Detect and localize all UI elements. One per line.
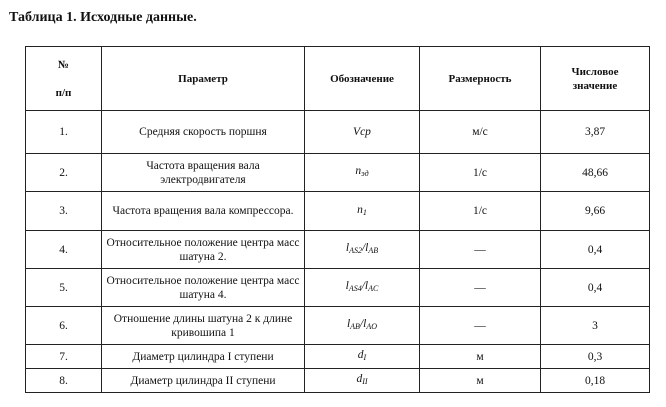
row-value: 0,3 [540,344,650,369]
row-value: 3 [540,306,650,345]
header-row: № п/п Параметр Обозначение Размерность Чи… [25,46,650,111]
table-row: 5. Относительное положение центра масс ша… [25,268,650,307]
header-unit: Размерность [419,46,541,111]
row-param: Диаметр цилиндра II ступени [101,368,305,393]
table-row: 1. Средняя скорость поршня Vcp м/с 3,87 [25,110,650,154]
header-value-line2: значение [572,79,618,92]
row-num: 3. [25,191,102,231]
symbol-main-2: /l [361,280,369,292]
symbol-main: l [346,318,351,330]
row-unit: м/с [419,110,541,154]
row-unit: — [419,268,541,307]
row-param: Частота вращения вала электродвигателя [101,153,305,192]
row-unit: м [419,368,541,393]
symbol-main: l [345,280,349,292]
row-unit: — [419,230,541,269]
row-value: 3,87 [540,110,650,154]
table-row: 8. Диаметр цилиндра II ступени dII м 0,18 [25,368,650,393]
row-num: 6. [25,306,102,345]
row-param: Отношение длины шатуна 2 к длине кривоши… [101,306,305,345]
row-symbol: dII [304,368,420,393]
row-num: 8. [25,368,102,393]
header-symbol: Обозначение [304,46,420,111]
row-value: 0,18 [540,368,650,393]
row-symbol: Vcp [304,110,420,154]
header-param: Параметр [101,46,305,111]
symbol-subscript-2: AB [368,246,379,255]
symbol-subscript-2: AC [368,284,379,293]
symbol-subscript: эд [361,169,369,178]
row-symbol: lAS2/lAB [304,230,420,269]
source-data-table: № п/п Параметр Обозначение Размерность Чи… [25,46,650,393]
row-num: 7. [25,344,102,369]
row-num: 1. [25,110,102,154]
table-caption: Таблица 1. Исходные данные. [9,10,197,25]
header-value-line1: Числовое [571,65,619,78]
symbol-subscript: AS4 [348,284,362,293]
row-value: 9,66 [540,191,650,231]
row-value: 0,4 [540,268,650,307]
row-symbol: nэд [304,153,420,192]
table-row: 4. Относительное положение центра масс ша… [25,230,650,269]
row-value: 0,4 [540,230,650,269]
symbol-main: n [357,203,363,216]
row-unit: м [419,344,541,369]
header-value: Числовое значение [540,46,650,111]
symbol-subscript-2: AO [366,322,378,331]
header-num-line1: № [57,58,70,71]
symbol-main: l [345,242,350,254]
symbol-subscript: 1 [362,207,367,217]
table-row: 2. Частота вращения вала электродвигателя… [25,153,650,192]
row-param: Относительное положение центра масс шату… [101,230,305,269]
row-unit: 1/с [419,153,541,192]
row-param: Диаметр цилиндра I ступени [101,344,305,369]
row-symbol: n1 [304,191,420,231]
header-num: № п/п [25,46,102,111]
row-num: 4. [25,230,102,269]
symbol-main: d [357,349,364,361]
row-param: Средняя скорость поршня [101,110,305,154]
row-value: 48,66 [540,153,650,192]
row-unit: — [419,306,541,345]
row-param: Относительное положение центра масс шату… [101,268,305,307]
symbol-subscript: II [362,377,368,386]
symbol-main: n [355,165,362,177]
row-param: Частота вращения вала компрессора. [101,191,305,231]
header-num-line2: п/п [55,86,72,99]
row-symbol: lAS4/lAC [304,268,420,307]
table-row: 6. Отношение длины шатуна 2 к длине криво… [25,306,650,345]
symbol-main-2: /l [359,318,367,330]
symbol-main: Vcp [353,126,371,138]
symbol-subscript: I [363,353,367,362]
row-symbol: dI [304,344,420,369]
table-row: 7. Диаметр цилиндра I ступени dI м 0,3 [25,344,650,369]
row-num: 2. [25,153,102,192]
table-row: 3. Частота вращения вала компрессора. n1 1/… [25,191,650,231]
symbol-subscript: AS2 [349,246,362,255]
row-symbol: lAB/lAO [304,306,420,345]
row-num: 5. [25,268,102,307]
symbol-main: d [356,373,363,385]
symbol-subscript: AB [350,322,360,331]
row-unit: 1/с [419,191,541,231]
symbol-main-2: /l [361,242,369,254]
